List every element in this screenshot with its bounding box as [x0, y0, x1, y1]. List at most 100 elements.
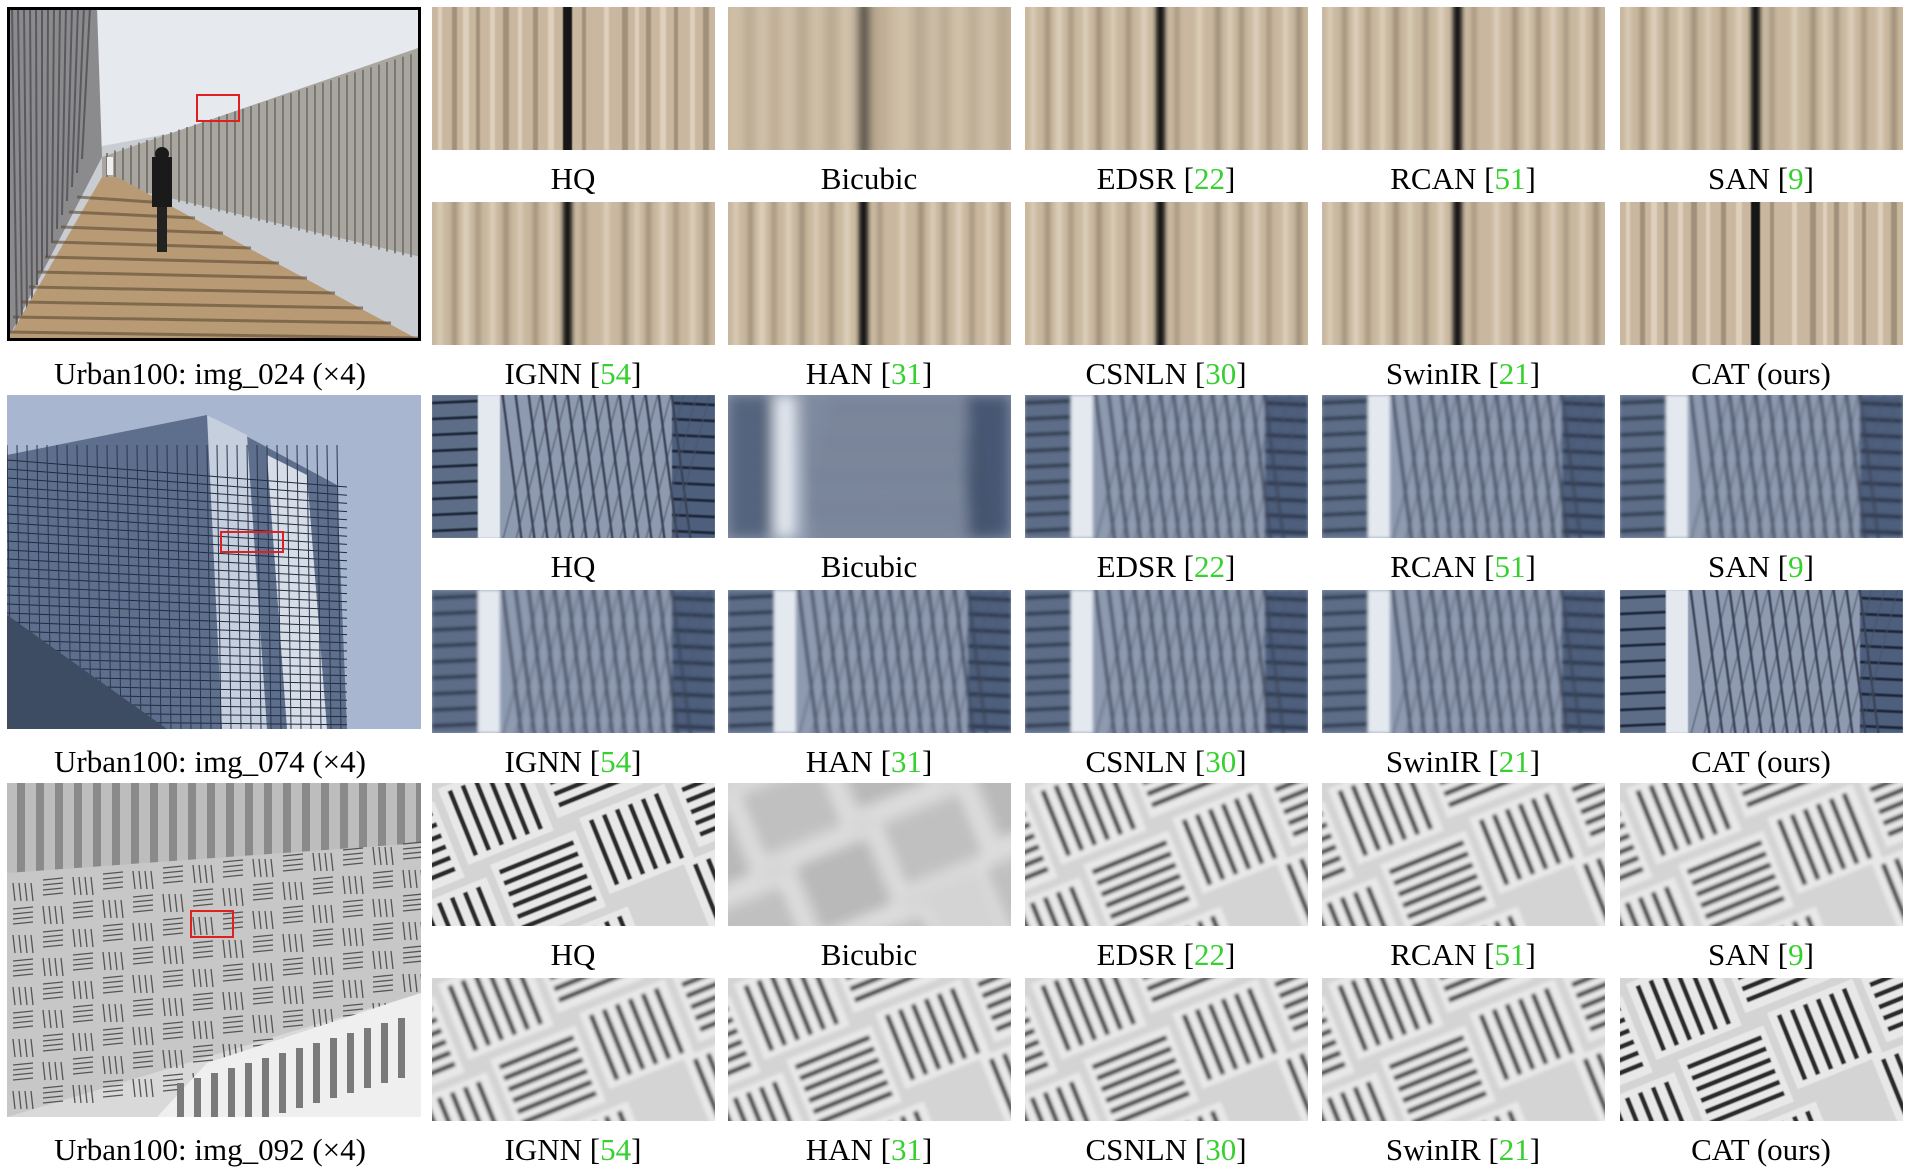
citation-number: 21	[1499, 744, 1530, 779]
method-label: CSNLN [30]	[1018, 354, 1314, 394]
method-name: SAN	[1708, 549, 1770, 584]
citation-number: 54	[600, 744, 631, 779]
citation-number: 9	[1788, 549, 1804, 584]
method-label: SwinIR [21]	[1315, 742, 1611, 782]
method-name: RCAN	[1390, 937, 1476, 972]
crop-patch	[1322, 783, 1605, 926]
method-label: Bicubic	[721, 547, 1017, 587]
citation-number: 30	[1205, 744, 1236, 779]
overview-caption: Urban100: img_024 (×4)	[0, 354, 420, 394]
overview-image	[7, 783, 421, 1117]
crop-patch	[1322, 590, 1605, 733]
method-name: HQ	[551, 549, 596, 584]
crop-patch	[1322, 395, 1605, 538]
citation-number: 51	[1494, 161, 1525, 196]
method-name: SwinIR	[1386, 356, 1481, 391]
crop-patch	[1025, 978, 1308, 1121]
method-label: RCAN [51]	[1315, 935, 1611, 975]
method-name: Bicubic	[821, 937, 917, 972]
crop-patch	[1322, 202, 1605, 345]
overview-caption: Urban100: img_092 (×4)	[0, 1130, 420, 1170]
crop-patch	[1322, 978, 1605, 1121]
method-name: Bicubic	[821, 161, 917, 196]
citation-number: 22	[1194, 549, 1225, 584]
method-label: HQ	[425, 547, 721, 587]
method-name: HAN	[806, 356, 873, 391]
method-name: IGNN	[505, 356, 583, 391]
method-label: SAN [9]	[1613, 547, 1908, 587]
citation-number: 22	[1194, 161, 1225, 196]
method-label: CSNLN [30]	[1018, 1130, 1314, 1170]
method-name: CSNLN	[1085, 356, 1187, 391]
crop-patch	[728, 978, 1011, 1121]
crop-patch	[728, 783, 1011, 926]
method-label: HQ	[425, 935, 721, 975]
overview-caption: Urban100: img_074 (×4)	[0, 742, 420, 782]
crop-patch	[1620, 590, 1903, 733]
method-label: HAN [31]	[721, 354, 1017, 394]
citation-number: 51	[1494, 937, 1525, 972]
method-name: CSNLN	[1085, 744, 1187, 779]
citation-number: 22	[1194, 937, 1225, 972]
citation-number: 54	[600, 1132, 631, 1167]
method-label: EDSR [22]	[1018, 935, 1314, 975]
method-label: SAN [9]	[1613, 159, 1908, 199]
method-label: IGNN [54]	[425, 742, 721, 782]
citation-number: 54	[600, 356, 631, 391]
crop-patch	[432, 395, 715, 538]
citation-number: 30	[1205, 1132, 1236, 1167]
crop-patch	[1620, 202, 1903, 345]
citation-number: 51	[1494, 549, 1525, 584]
method-name: EDSR	[1097, 937, 1176, 972]
method-label: SwinIR [21]	[1315, 1130, 1611, 1170]
crop-patch	[1620, 7, 1903, 150]
method-label: CSNLN [30]	[1018, 742, 1314, 782]
crop-patch	[432, 978, 715, 1121]
method-name: RCAN	[1390, 161, 1476, 196]
citation-number: 9	[1788, 937, 1804, 972]
crop-patch	[432, 202, 715, 345]
method-label: RCAN [51]	[1315, 159, 1611, 199]
method-label: IGNN [54]	[425, 354, 721, 394]
crop-patch	[728, 7, 1011, 150]
method-name: SwinIR	[1386, 1132, 1481, 1167]
method-label: IGNN [54]	[425, 1130, 721, 1170]
method-name: EDSR	[1097, 161, 1176, 196]
citation-number: 30	[1205, 356, 1236, 391]
method-label: SAN [9]	[1613, 935, 1908, 975]
method-name: SAN	[1708, 161, 1770, 196]
crop-patch	[432, 783, 715, 926]
crop-patch	[1620, 783, 1903, 926]
crop-patch	[1322, 7, 1605, 150]
method-name: CAT (ours)	[1691, 744, 1831, 779]
method-name: IGNN	[505, 744, 583, 779]
citation-number: 21	[1499, 356, 1530, 391]
crop-patch	[1025, 7, 1308, 150]
crop-patch	[1025, 202, 1308, 345]
method-label: EDSR [22]	[1018, 547, 1314, 587]
method-name: HAN	[806, 1132, 873, 1167]
crop-patch	[728, 202, 1011, 345]
method-name: CAT (ours)	[1691, 356, 1831, 391]
method-name: HQ	[551, 937, 596, 972]
method-name: EDSR	[1097, 549, 1176, 584]
citation-number: 31	[891, 744, 922, 779]
method-name: HAN	[806, 744, 873, 779]
overview-image	[7, 395, 421, 729]
method-name: RCAN	[1390, 549, 1476, 584]
crop-patch	[1025, 590, 1308, 733]
method-name: SwinIR	[1386, 744, 1481, 779]
crop-patch	[728, 395, 1011, 538]
method-label: HAN [31]	[721, 1130, 1017, 1170]
method-label: HAN [31]	[721, 742, 1017, 782]
method-label: EDSR [22]	[1018, 159, 1314, 199]
citation-number: 31	[891, 1132, 922, 1167]
method-name: Bicubic	[821, 549, 917, 584]
crop-patch	[1025, 395, 1308, 538]
method-name: CSNLN	[1085, 1132, 1187, 1167]
method-label: Bicubic	[721, 935, 1017, 975]
method-label: RCAN [51]	[1315, 547, 1611, 587]
method-name: HQ	[551, 161, 596, 196]
crop-patch	[1620, 978, 1903, 1121]
method-label: CAT (ours)	[1613, 354, 1908, 394]
